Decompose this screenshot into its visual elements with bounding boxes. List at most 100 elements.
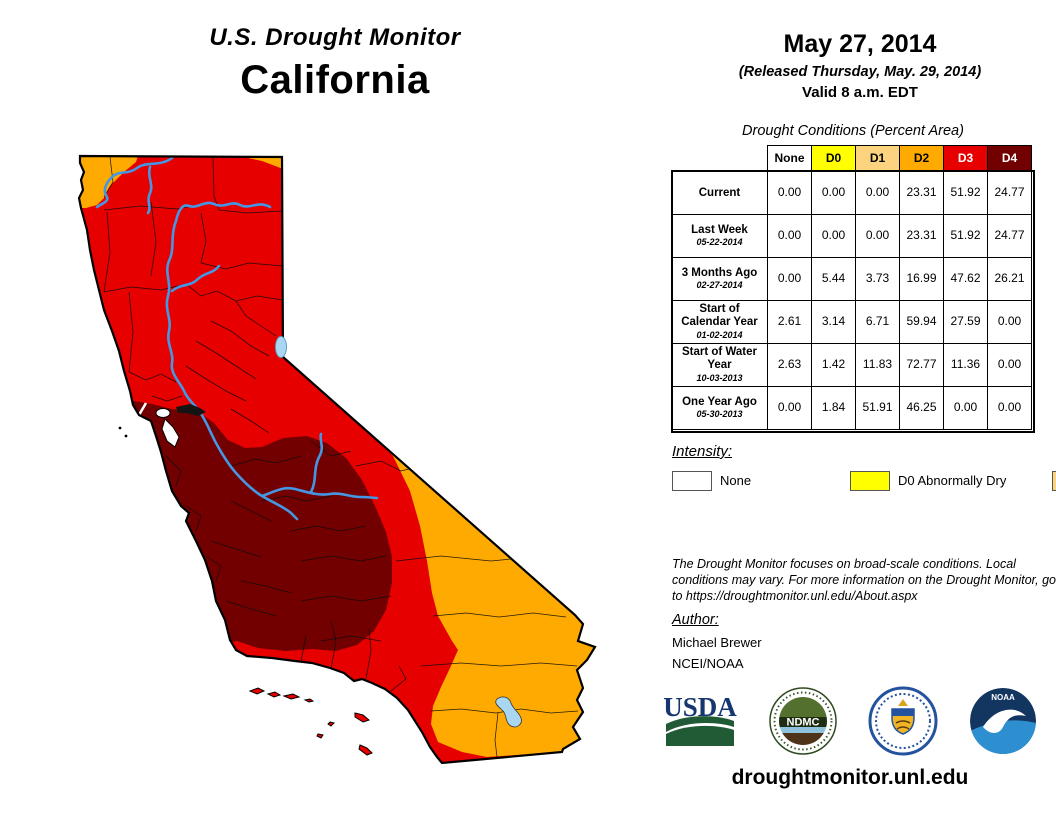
- report-title: U.S. Drought Monitor: [209, 24, 461, 51]
- table-value: 2.63: [767, 343, 812, 387]
- table-value: 23.31: [899, 171, 944, 215]
- legend-item-none: None: [672, 468, 850, 493]
- author-label: Author:: [672, 612, 719, 628]
- usda-swoosh-upper: [666, 716, 734, 732]
- ndmc-logo: NDMC: [769, 687, 837, 755]
- commerce-seal-logo: [868, 686, 938, 756]
- column-header-d2: D2: [899, 145, 944, 172]
- agency-logos: USDA NDMC: [662, 686, 1038, 756]
- table-value: 0.00: [987, 343, 1032, 387]
- ndmc-ring-text: [773, 691, 833, 751]
- disclaimer-text: The Drought Monitor focuses on broad-sca…: [672, 557, 1056, 603]
- author-org: NCEI/NOAA: [672, 656, 744, 671]
- table-value: 3.14: [811, 300, 856, 344]
- d2-severe-drought-southeast-region: [335, 403, 595, 757]
- table-value: 0.00: [855, 214, 900, 258]
- legend-title: Intensity:: [672, 443, 733, 460]
- noaa-seabird-icon: [983, 709, 1026, 733]
- author-block: Author: Michael Brewer NCEI/NOAA: [672, 612, 762, 671]
- d0-swatch: [850, 470, 890, 491]
- farallon-islands: [118, 426, 128, 438]
- commerce-ship-mark: [895, 720, 911, 730]
- san-francisco-bay: [161, 418, 180, 448]
- table-value: 47.62: [943, 257, 988, 301]
- column-header-d3: D3: [943, 145, 988, 172]
- table-value: 0.00: [987, 300, 1032, 344]
- row-label: Last Week 05-22-2014: [671, 214, 768, 258]
- table-value: 2.61: [767, 300, 812, 344]
- legend-item-d0: D0 Abnormally Dry: [850, 468, 1052, 493]
- san-pablo-bay: [155, 408, 171, 418]
- table-value: 51.92: [943, 214, 988, 258]
- table-value: 24.77: [987, 214, 1032, 258]
- column-header-d4: D4: [987, 145, 1032, 172]
- table-value: 0.00: [943, 386, 988, 430]
- valid-time: Valid 8 a.m. EDT: [802, 84, 918, 101]
- d1-swatch: [1052, 470, 1056, 491]
- channel-islands: [248, 687, 373, 756]
- california-state-outline: [77, 154, 597, 765]
- table-value: 0.00: [767, 214, 812, 258]
- salton-sea: [495, 696, 522, 728]
- rivers: [95, 156, 379, 521]
- table-value: 16.99: [899, 257, 944, 301]
- row-label: One Year Ago 05-30-2013: [671, 386, 768, 430]
- title-block: U.S. Drought Monitor California: [120, 24, 550, 103]
- table-value: 46.25: [899, 386, 944, 430]
- table-value: 0.00: [811, 171, 856, 215]
- drought-monitor-url: droughtmonitor.unl.edu: [731, 766, 969, 789]
- klamath-river: [95, 156, 174, 209]
- none-swatch: [672, 470, 712, 491]
- date-block: May 27, 2014 (Released Thursday, May. 29…: [690, 30, 1030, 101]
- column-header-d0: D0: [811, 145, 856, 172]
- column-header-none: None: [767, 145, 812, 172]
- table-value: 0.00: [855, 171, 900, 215]
- drought-conditions-table: None D0 D1 D2 D3 D4 Current 0.00 0.00 0.…: [671, 145, 1032, 430]
- author-name: Michael Brewer: [672, 635, 762, 650]
- table-value: 0.00: [767, 386, 812, 430]
- table-corner-blank: [671, 145, 768, 172]
- table-value: 11.83: [855, 343, 900, 387]
- d2-severe-drought-northeast-sliver: [244, 157, 283, 169]
- table-value: 51.91: [855, 386, 900, 430]
- map-date: May 27, 2014: [783, 30, 937, 58]
- table-value: 1.84: [811, 386, 856, 430]
- lake-tahoe: [275, 336, 287, 358]
- table-value: 59.94: [899, 300, 944, 344]
- table-value: 1.42: [811, 343, 856, 387]
- table-value: 3.73: [855, 257, 900, 301]
- table-value: 0.00: [767, 171, 812, 215]
- usda-swoosh-lower: [666, 725, 734, 746]
- table-value: 5.44: [811, 257, 856, 301]
- commerce-eagle-icon: [898, 699, 908, 706]
- commerce-ring-text: [875, 693, 931, 749]
- sacramento-river: [165, 219, 201, 413]
- legend-item-d1: D1 Moderate Drought: [1052, 468, 1056, 493]
- table-value: 23.31: [899, 214, 944, 258]
- table-value: 72.77: [899, 343, 944, 387]
- table-value: 51.92: [943, 171, 988, 215]
- intensity-legend: Intensity: None D0 Abnormally Dry D1 Mod…: [672, 443, 1056, 493]
- usda-logo: USDA: [663, 692, 737, 746]
- ndmc-logo-text: NDMC: [787, 717, 820, 729]
- table-value: 26.21: [987, 257, 1032, 301]
- noaa-logo: NOAA: [970, 688, 1036, 754]
- table-value: 0.00: [811, 214, 856, 258]
- row-label: Start of Water Year 10-03-2013: [671, 343, 768, 387]
- county-boundaries: [103, 156, 579, 758]
- tomales-bay: [137, 402, 148, 416]
- state-name-title: California: [240, 58, 430, 102]
- san-joaquin-river: [197, 409, 299, 521]
- sacramento-delta: [176, 404, 206, 416]
- row-label: Current: [671, 171, 768, 215]
- table-value: 27.59: [943, 300, 988, 344]
- pit-river: [174, 201, 272, 223]
- noaa-logo-text: NOAA: [991, 693, 1015, 702]
- column-header-d1: D1: [855, 145, 900, 172]
- table-value: 0.00: [987, 386, 1032, 430]
- row-label: Start of Calendar Year 01-02-2014: [671, 300, 768, 344]
- table-title: Drought Conditions (Percent Area): [742, 123, 964, 139]
- table-value: 0.00: [767, 257, 812, 301]
